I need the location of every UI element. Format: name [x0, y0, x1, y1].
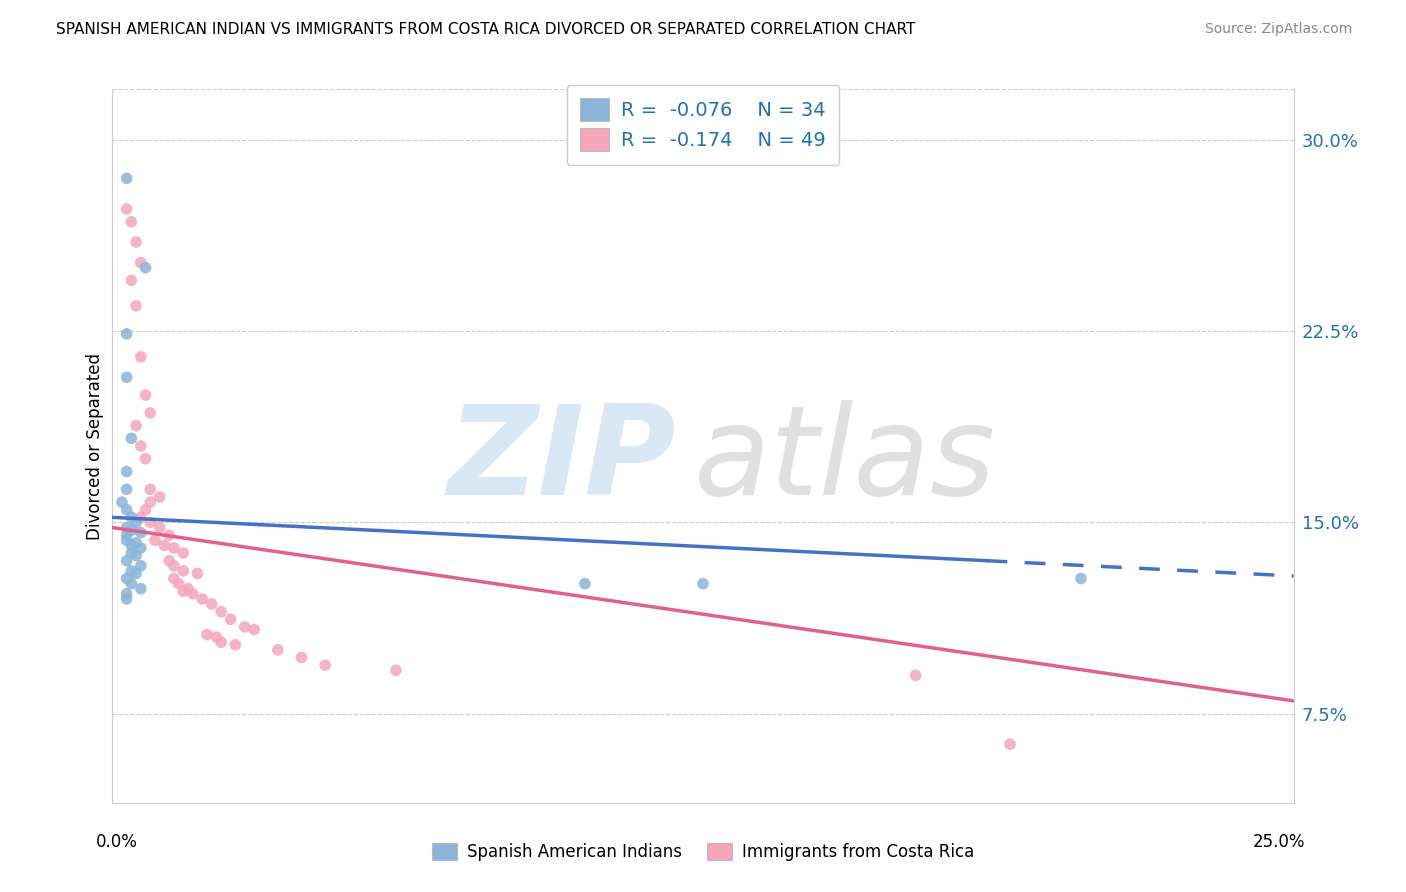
Point	[209, 605, 232, 619]
Point	[129, 350, 152, 364]
Point	[115, 502, 138, 516]
Point	[115, 591, 138, 606]
Point	[120, 538, 142, 552]
Point	[167, 576, 190, 591]
Y-axis label: Divorced or Separated: Divorced or Separated	[86, 352, 104, 540]
Point	[290, 650, 312, 665]
Point	[904, 668, 927, 682]
Point	[998, 737, 1021, 751]
Point	[135, 451, 157, 466]
Point	[267, 643, 290, 657]
Point	[149, 490, 172, 504]
Point	[115, 528, 138, 542]
Point	[205, 630, 228, 644]
Point	[125, 235, 148, 249]
Text: Source: ZipAtlas.com: Source: ZipAtlas.com	[1205, 22, 1353, 37]
Point	[129, 541, 152, 555]
Point	[191, 591, 214, 606]
Point	[129, 582, 152, 596]
Point	[172, 564, 194, 578]
Point	[115, 554, 138, 568]
Text: ZIP: ZIP	[447, 400, 676, 521]
Point	[149, 520, 172, 534]
Point	[115, 483, 138, 497]
Point	[115, 533, 138, 548]
Point	[209, 635, 232, 649]
Text: atlas: atlas	[693, 400, 995, 521]
Point	[139, 483, 162, 497]
Point	[129, 525, 152, 540]
Point	[243, 623, 266, 637]
Point	[115, 370, 138, 384]
Point	[125, 549, 148, 563]
Point	[135, 502, 157, 516]
Point	[111, 495, 134, 509]
Point	[574, 576, 596, 591]
Point	[120, 576, 142, 591]
Point	[135, 388, 157, 402]
Point	[129, 510, 152, 524]
Point	[692, 576, 714, 591]
Point	[115, 572, 138, 586]
Point	[115, 520, 138, 534]
Text: 25.0%: 25.0%	[1253, 833, 1305, 851]
Point	[120, 273, 142, 287]
Point	[120, 523, 142, 537]
Point	[115, 202, 138, 216]
Point	[314, 658, 336, 673]
Point	[219, 612, 242, 626]
Point	[172, 546, 194, 560]
Point	[120, 546, 142, 560]
Point	[139, 495, 162, 509]
Point	[163, 572, 186, 586]
Point	[125, 418, 148, 433]
Point	[125, 566, 148, 581]
Point	[163, 541, 186, 555]
Legend: R =  -0.076    N = 34, R =  -0.174    N = 49: R = -0.076 N = 34, R = -0.174 N = 49	[567, 85, 839, 164]
Point	[115, 171, 138, 186]
Point	[120, 510, 142, 524]
Point	[115, 587, 138, 601]
Point	[120, 431, 142, 445]
Point	[201, 597, 224, 611]
Point	[139, 516, 162, 530]
Point	[172, 584, 194, 599]
Point	[195, 627, 218, 641]
Text: SPANISH AMERICAN INDIAN VS IMMIGRANTS FROM COSTA RICA DIVORCED OR SEPARATED CORR: SPANISH AMERICAN INDIAN VS IMMIGRANTS FR…	[56, 22, 915, 37]
Point	[125, 536, 148, 550]
Text: 0.0%: 0.0%	[96, 833, 138, 851]
Point	[157, 528, 180, 542]
Point	[120, 564, 142, 578]
Point	[139, 406, 162, 420]
Point	[115, 465, 138, 479]
Point	[129, 255, 152, 269]
Point	[157, 554, 180, 568]
Point	[135, 260, 157, 275]
Point	[143, 533, 166, 548]
Point	[125, 299, 148, 313]
Point	[115, 326, 138, 341]
Point	[233, 620, 256, 634]
Point	[129, 558, 152, 573]
Point	[153, 538, 176, 552]
Point	[177, 582, 200, 596]
Point	[163, 558, 186, 573]
Point	[120, 215, 142, 229]
Legend: Spanish American Indians, Immigrants from Costa Rica: Spanish American Indians, Immigrants fro…	[425, 836, 981, 868]
Point	[181, 587, 204, 601]
Point	[129, 439, 152, 453]
Point	[186, 566, 208, 581]
Point	[1070, 572, 1092, 586]
Point	[385, 663, 408, 677]
Point	[125, 516, 148, 530]
Point	[224, 638, 246, 652]
